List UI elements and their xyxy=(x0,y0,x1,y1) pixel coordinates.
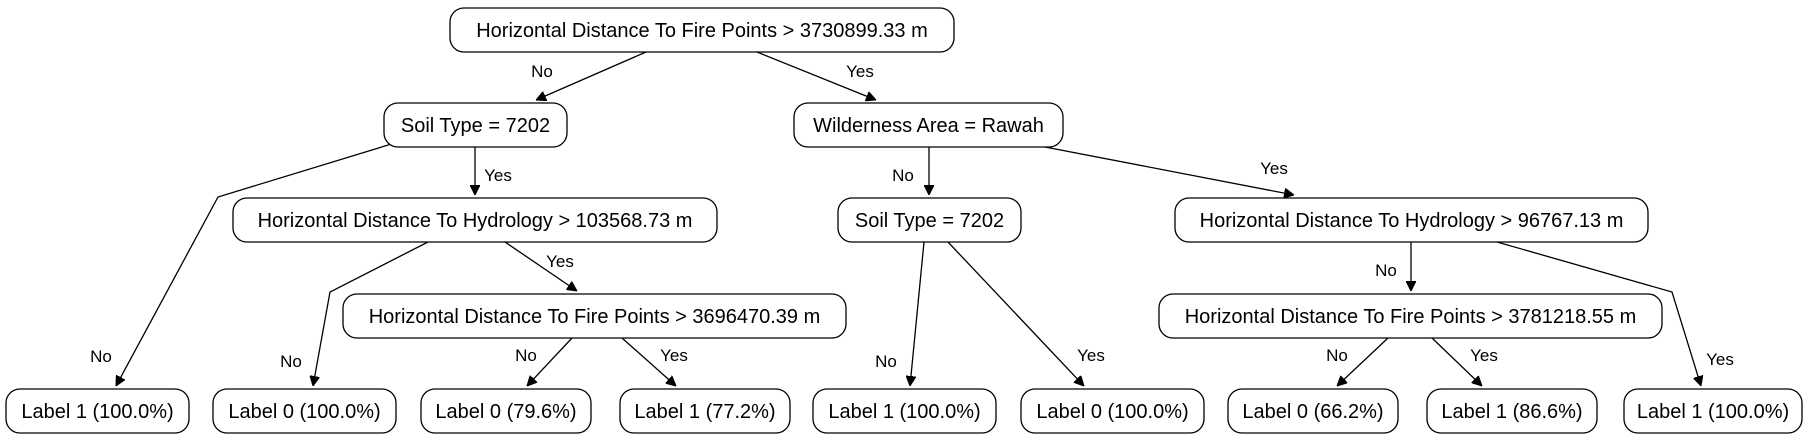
leaf-label: Label 0 (79.6%) xyxy=(435,401,576,423)
condition-label: Wilderness Area = Rawah xyxy=(813,115,1044,137)
edges-layer: No Yes No Yes No Yes No Yes No Yes No Yes No Yes No Yes xyxy=(90,51,1734,386)
leaf-node: Label 1 (100.0%) xyxy=(5,388,190,434)
edge-n0-n1: No xyxy=(531,51,647,100)
edge-label-yes: Yes xyxy=(1260,159,1288,178)
edge-arrow xyxy=(910,241,925,386)
leaf-label: Label 1 (100.0%) xyxy=(1637,401,1789,423)
condition-label: Horizontal Distance To Fire Points > 369… xyxy=(369,306,821,328)
node-box xyxy=(837,197,1022,243)
leaf-label: Label 0 (100.0%) xyxy=(1036,401,1188,423)
decision-node: Horizontal Distance To Fire Points > 369… xyxy=(342,293,847,339)
condition-label: Horizontal Distance To Fire Points > 378… xyxy=(1185,306,1637,328)
edge-arrow xyxy=(115,141,399,386)
node-box xyxy=(619,388,791,434)
leaf-label: Label 1 (86.6%) xyxy=(1441,401,1582,423)
condition-label: Horizontal Distance To Hydrology > 96767… xyxy=(1200,210,1624,232)
node-box xyxy=(1020,388,1205,434)
node-box xyxy=(1426,388,1598,434)
leaf-label: Label 0 (66.2%) xyxy=(1242,401,1383,423)
leaf-node: Label 1 (77.2%) xyxy=(619,388,791,434)
leaf-node: Label 1 (100.0%) xyxy=(812,388,997,434)
node-box xyxy=(5,388,190,434)
leaf-node: Label 1 (86.6%) xyxy=(1426,388,1598,434)
edge-n1-l1: No xyxy=(90,141,399,386)
leaf-label: Label 1 (77.2%) xyxy=(634,401,775,423)
edge-label-no: No xyxy=(1375,261,1397,280)
edge-arrow xyxy=(1337,337,1389,386)
edge-n5-n7: No xyxy=(1375,242,1411,291)
node-box xyxy=(420,388,592,434)
edge-arrow xyxy=(1431,337,1482,386)
edge-label-no: No xyxy=(1326,346,1348,365)
leaf-node: Label 1 (100.0%) xyxy=(1623,388,1803,434)
node-box xyxy=(793,102,1064,148)
edge-label-yes: Yes xyxy=(484,166,512,185)
decision-node: Horizontal Distance To Fire Points > 378… xyxy=(1158,293,1663,339)
condition-label: Horizontal Distance To Fire Points > 373… xyxy=(476,20,928,42)
edge-label-yes: Yes xyxy=(846,62,874,81)
edge-arrow xyxy=(1044,146,1294,195)
edge-label-no: No xyxy=(892,166,914,185)
edge-n3-n6: Yes xyxy=(504,241,577,291)
edge-n1-n3: Yes xyxy=(475,147,512,195)
node-box xyxy=(342,293,847,339)
edge-n3-l2: No xyxy=(280,241,429,386)
edge-arrow xyxy=(947,241,1084,386)
node-box xyxy=(1227,388,1399,434)
edge-label-no: No xyxy=(280,352,302,371)
edge-n7-l7: No xyxy=(1326,337,1389,386)
leaf-node: Label 0 (66.2%) xyxy=(1227,388,1399,434)
edge-n2-n4: No xyxy=(892,147,929,195)
condition-label: Horizontal Distance To Hydrology > 10356… xyxy=(258,210,693,232)
decision-node: Horizontal Distance To Hydrology > 10356… xyxy=(232,197,718,243)
edge-n2-n5: Yes xyxy=(1044,146,1294,195)
node-box xyxy=(383,102,568,148)
edge-n6-l3: No xyxy=(515,337,573,386)
edge-n0-n2: Yes xyxy=(756,51,876,100)
node-box xyxy=(232,197,718,243)
node-box xyxy=(212,388,397,434)
edge-label-yes: Yes xyxy=(1470,346,1498,365)
node-box xyxy=(1623,388,1803,434)
decision-node: Soil Type = 7202 xyxy=(383,102,568,148)
edge-arrow xyxy=(504,241,577,291)
node-box xyxy=(1174,197,1649,243)
decision-node: Horizontal Distance To Hydrology > 96767… xyxy=(1174,197,1649,243)
edge-label-no: No xyxy=(90,347,112,366)
leaf-node: Label 0 (100.0%) xyxy=(212,388,397,434)
decision-node: Soil Type = 7202 xyxy=(837,197,1022,243)
edge-n7-l8: Yes xyxy=(1431,337,1498,386)
leaf-label: Label 1 (100.0%) xyxy=(21,401,173,423)
edge-label-yes: Yes xyxy=(660,346,688,365)
condition-label: Soil Type = 7202 xyxy=(855,210,1004,232)
node-box xyxy=(449,7,955,53)
edge-arrow xyxy=(621,337,676,386)
edge-n5-l9: Yes xyxy=(1496,241,1734,386)
edge-arrow xyxy=(313,241,429,386)
edge-n4-l6: Yes xyxy=(947,241,1105,386)
leaf-label: Label 1 (100.0%) xyxy=(828,401,980,423)
edge-arrow xyxy=(1496,241,1701,386)
leaf-node: Label 0 (79.6%) xyxy=(420,388,592,434)
nodes-layer: Horizontal Distance To Fire Points > 373… xyxy=(5,7,1803,434)
edge-n6-l4: Yes xyxy=(621,337,688,386)
edge-label-no: No xyxy=(515,346,537,365)
decision-node: Wilderness Area = Rawah xyxy=(793,102,1064,148)
edge-arrow xyxy=(756,51,876,100)
leaf-label: Label 0 (100.0%) xyxy=(228,401,380,423)
edge-arrow xyxy=(536,51,647,100)
edge-label-yes: Yes xyxy=(1706,350,1734,369)
edge-label-yes: Yes xyxy=(1077,346,1105,365)
edge-label-yes: Yes xyxy=(546,252,574,271)
leaf-node: Label 0 (100.0%) xyxy=(1020,388,1205,434)
edge-n4-l5: No xyxy=(875,241,925,386)
node-box xyxy=(812,388,997,434)
edge-label-no: No xyxy=(531,62,553,81)
condition-label: Soil Type = 7202 xyxy=(401,115,550,137)
decision-node: Horizontal Distance To Fire Points > 373… xyxy=(449,7,955,53)
node-box xyxy=(1158,293,1663,339)
edge-label-no: No xyxy=(875,352,897,371)
edge-arrow xyxy=(527,337,573,386)
